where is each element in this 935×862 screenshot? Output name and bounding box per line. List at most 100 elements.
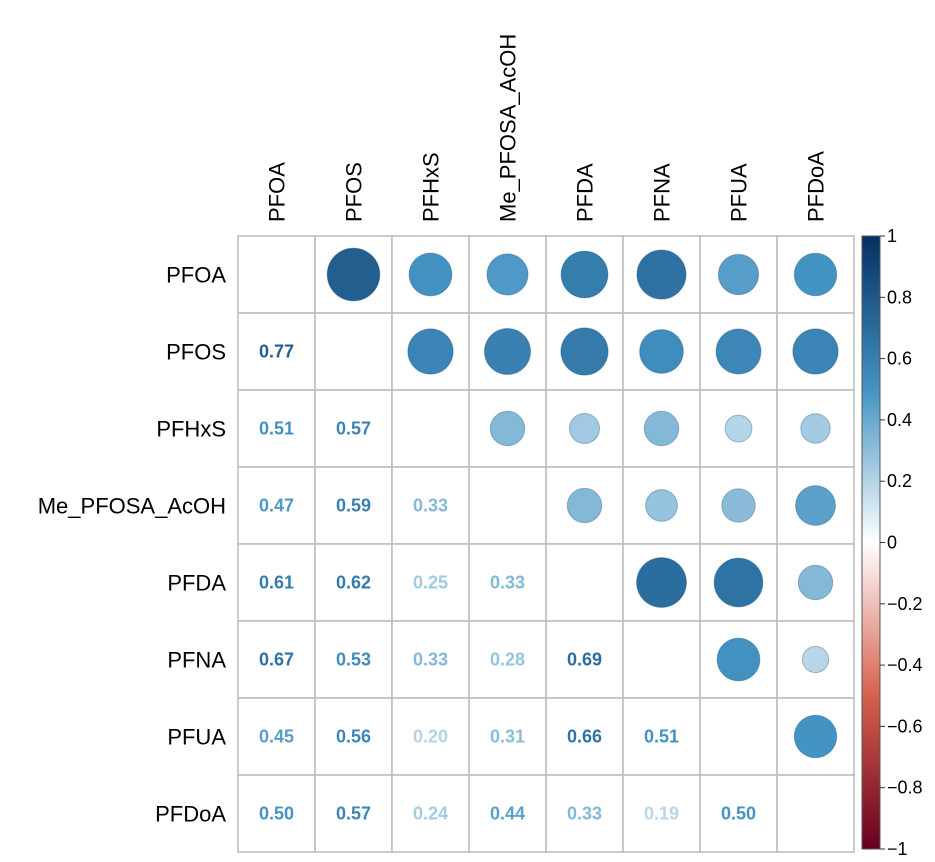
correlation-value: 0.59 [336, 496, 371, 516]
grid [237, 235, 855, 853]
grid-cell [314, 620, 393, 699]
correlation-value: 0.66 [567, 727, 602, 747]
correlation-value: 0.69 [567, 650, 602, 670]
row-label: PFOA [166, 263, 226, 288]
colorbar-tick-label: 0.4 [887, 410, 912, 430]
row-label: Me_PFOSA_AcOH [38, 494, 226, 519]
correlation-value: 0.33 [413, 650, 448, 670]
grid-cell [237, 466, 316, 545]
correlation-value: 0.57 [336, 804, 371, 824]
column-label: PFUA [727, 163, 752, 222]
correlation-value: 0.47 [259, 496, 294, 516]
correlation-circle [636, 249, 687, 300]
column-label: PFHxS [419, 152, 444, 222]
grid-cell [468, 620, 547, 699]
grid-cell [468, 697, 547, 776]
colorbar-tick-label: 0 [887, 533, 897, 553]
correlation-circle [721, 488, 756, 523]
grid-cell [314, 312, 393, 391]
correlation-circle [489, 410, 526, 447]
correlation-circle [639, 329, 684, 374]
correlation-value: 0.77 [259, 342, 294, 362]
correlation-circle [645, 489, 678, 522]
colorbar-tick-label: −0.6 [887, 716, 923, 736]
grid-cell [237, 235, 316, 314]
correlation-value: 0.61 [259, 573, 294, 593]
correlation-circle [724, 414, 753, 443]
correlation-value: 0.57 [336, 419, 371, 439]
correlation-value: 0.50 [259, 804, 294, 824]
correlation-circle [407, 328, 454, 375]
correlation-value: 0.28 [490, 650, 525, 670]
grid-cell [391, 543, 470, 622]
column-label: PFNA [650, 163, 675, 222]
correlation-value: 0.33 [490, 573, 525, 593]
colorbar: 1 0.8 0.6 0.4 0.2 0 −0.2 −0.4 −0.6 −0.8 −1 [861, 226, 923, 859]
correlation-value: 0.33 [567, 804, 602, 824]
column-labels: PFOA PFOS PFHxS Me_PFOSA_AcOH PFDA PFNA PFUA PF… [265, 34, 829, 222]
row-label: PFNA [167, 648, 226, 673]
correlation-circle [566, 487, 603, 524]
grid-cell [237, 620, 316, 699]
correlation-value: 0.33 [413, 496, 448, 516]
correlation-circle [713, 557, 764, 608]
correlation-value: 0.19 [644, 804, 679, 824]
grid-cell [391, 697, 470, 776]
correlation-value: 0.24 [413, 804, 448, 824]
row-label: PFDoA [155, 802, 226, 827]
correlation-value: 0.67 [259, 650, 294, 670]
grid-cell [468, 466, 547, 545]
correlation-value: 0.25 [413, 573, 448, 593]
grid-cell [699, 697, 778, 776]
row-label: PFHxS [156, 417, 226, 442]
correlation-value: 0.56 [336, 727, 371, 747]
colorbar-tick-label: 0.6 [887, 349, 912, 369]
correlation-circle [801, 645, 830, 674]
grid-cell [468, 774, 547, 853]
correlation-circle [560, 327, 609, 376]
correlation-circle [795, 485, 836, 526]
column-label: PFDoA [804, 151, 829, 222]
correlation-value: 0.31 [490, 727, 525, 747]
colorbar-tick-label: −1 [887, 839, 908, 859]
colorbar-tick-label: −0.8 [887, 778, 923, 798]
row-label: PFUA [167, 725, 226, 750]
correlation-circle [792, 328, 839, 375]
correlation-circle [716, 637, 761, 682]
column-label: PFOS [342, 162, 367, 222]
grid-cell [622, 620, 701, 699]
correlation-circle [793, 252, 838, 297]
correlation-circle [408, 252, 453, 297]
correlation-circle [793, 714, 838, 759]
correlation-value: 0.51 [644, 727, 679, 747]
correlation-circle [486, 253, 529, 296]
correlation-value: 0.44 [490, 804, 525, 824]
grid-cell [237, 543, 316, 622]
row-label: PFOS [166, 340, 226, 365]
grid-cell [391, 389, 470, 468]
correlation-value: 0.53 [336, 650, 371, 670]
correlation-circle [797, 564, 834, 601]
grid-cell [545, 774, 624, 853]
grid-cell [314, 466, 393, 545]
colorbar-tick-label: −0.2 [887, 594, 923, 614]
correlation-circle [636, 557, 687, 608]
grid-cell [699, 774, 778, 853]
grid-cell [776, 312, 855, 391]
column-label: PFDA [573, 163, 598, 222]
row-labels: PFOA PFOS PFHxS Me_PFOSA_AcOH PFDA PFNA PFUA PF… [38, 263, 227, 827]
correlation-value: 0.20 [413, 727, 448, 747]
grid-cell [622, 697, 701, 776]
grid-cell [545, 543, 624, 622]
correlation-circles [326, 247, 839, 759]
correlation-circle [560, 250, 609, 299]
grid-cell [776, 774, 855, 853]
colorbar-tick-label: 0.8 [887, 287, 912, 307]
row-label: PFDA [167, 571, 226, 596]
grid-cell [237, 312, 316, 391]
correlation-value: 0.62 [336, 573, 371, 593]
grid-cell [237, 774, 316, 853]
correlation-value: 0.51 [259, 419, 294, 439]
correlation-circle [326, 247, 381, 302]
correlation-circle [569, 413, 600, 444]
